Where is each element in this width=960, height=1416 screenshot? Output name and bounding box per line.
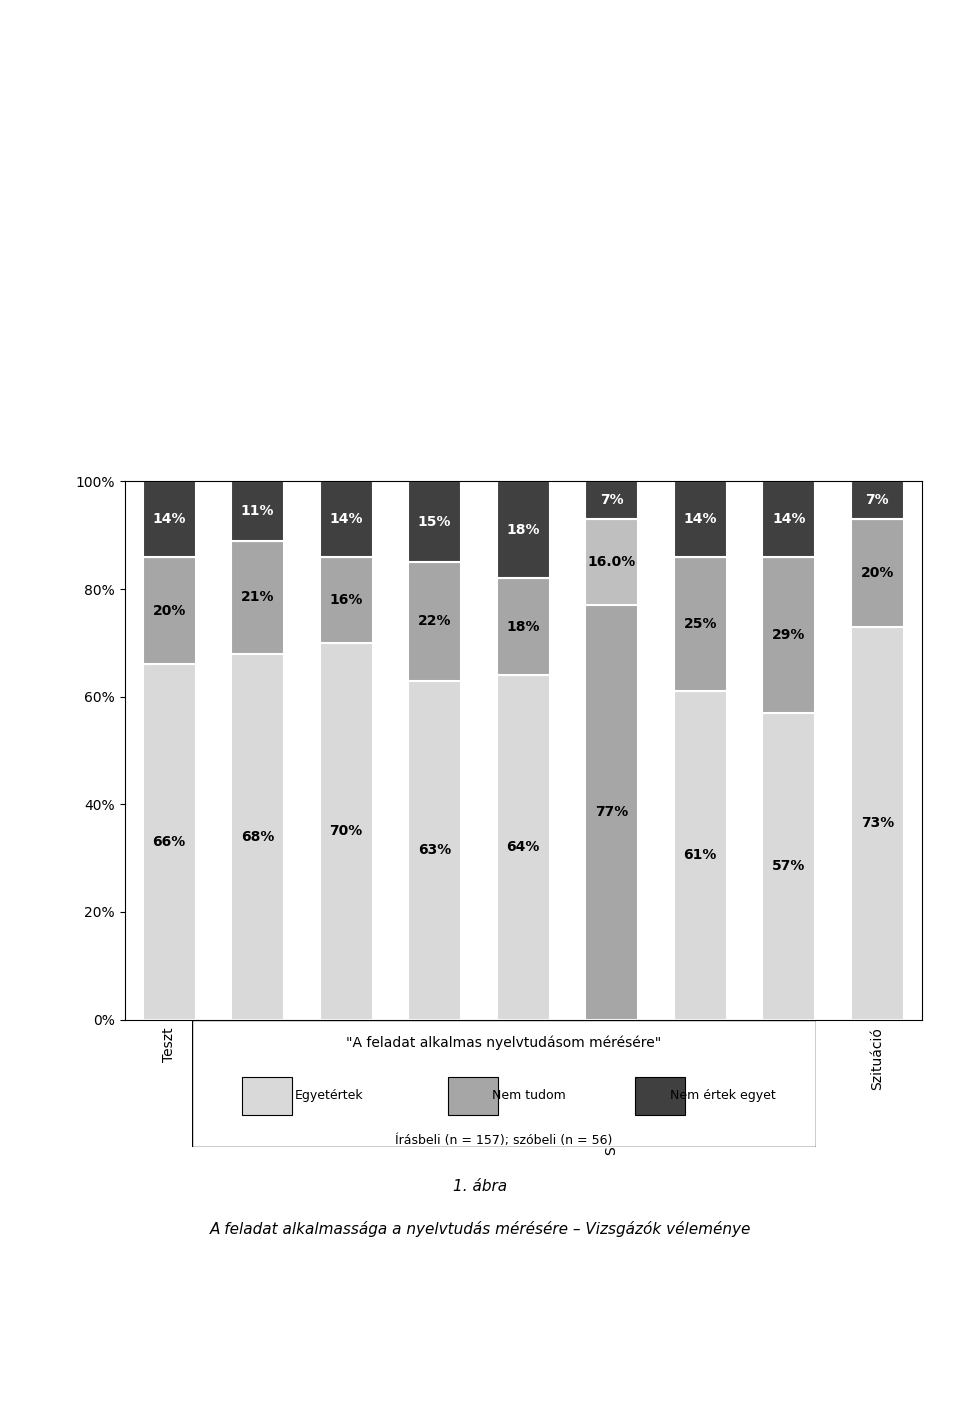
Bar (762, 712, 815, 1020)
Text: 16%: 16% (329, 593, 363, 607)
Bar (320, 556, 372, 643)
Bar (408, 481, 461, 562)
Bar (586, 605, 638, 1020)
Text: 7%: 7% (600, 493, 624, 507)
Bar (496, 578, 550, 675)
Text: "A feladat alkalmas nyelvtudásom mérésére": "A feladat alkalmas nyelvtudásom mérésér… (347, 1035, 661, 1049)
Bar (408, 562, 461, 681)
Bar (674, 481, 727, 556)
Bar (851, 520, 904, 627)
Text: 73%: 73% (861, 816, 894, 830)
Text: 14%: 14% (329, 513, 363, 527)
Text: 29%: 29% (772, 627, 805, 641)
Text: 1. ábra: 1. ábra (453, 1180, 507, 1194)
Bar (142, 481, 196, 556)
Bar (762, 556, 815, 712)
Text: A feladat alkalmassága a nyelvtudás mérésére – Vizsgázók véleménye: A feladat alkalmassága a nyelvtudás méré… (209, 1221, 751, 1238)
Bar (586, 481, 638, 520)
Text: Írásbeli (n = 157); szóbeli (n = 56): Írásbeli (n = 157); szóbeli (n = 56) (396, 1134, 612, 1147)
Text: Nem értek egyet: Nem értek egyet (669, 1089, 776, 1103)
Bar (231, 654, 284, 1020)
Text: Nem tudom: Nem tudom (492, 1089, 565, 1103)
Bar (851, 627, 904, 1020)
Text: 14%: 14% (153, 513, 186, 527)
Text: 57%: 57% (772, 860, 805, 874)
Text: 61%: 61% (684, 848, 717, 862)
Text: 15%: 15% (418, 515, 451, 528)
Bar (762, 481, 815, 556)
Bar (586, 520, 638, 605)
Bar (242, 1076, 292, 1116)
Bar (142, 664, 196, 1020)
Bar (320, 643, 372, 1020)
Text: 22%: 22% (418, 615, 451, 629)
Bar (851, 481, 904, 520)
Text: 20%: 20% (153, 603, 185, 617)
Bar (231, 541, 284, 654)
Text: Egyetértek: Egyetértek (295, 1089, 364, 1103)
Bar (231, 481, 284, 541)
Text: 68%: 68% (241, 830, 275, 844)
Bar (496, 675, 550, 1020)
Text: 11%: 11% (241, 504, 275, 518)
Bar (142, 556, 196, 664)
Bar (408, 681, 461, 1020)
Text: 64%: 64% (507, 840, 540, 854)
Bar (674, 556, 727, 691)
FancyBboxPatch shape (192, 1020, 816, 1147)
Text: 66%: 66% (153, 835, 185, 850)
Text: 20%: 20% (861, 566, 894, 581)
Text: 18%: 18% (507, 620, 540, 634)
Bar (496, 481, 550, 578)
Text: 77%: 77% (595, 806, 629, 820)
Text: 16.0%: 16.0% (588, 555, 636, 569)
Text: 70%: 70% (329, 824, 363, 838)
Bar (674, 691, 727, 1020)
Bar (447, 1076, 498, 1116)
Text: 18%: 18% (507, 523, 540, 537)
Bar (320, 481, 372, 556)
Bar (636, 1076, 685, 1116)
Text: 25%: 25% (684, 617, 717, 632)
Text: 63%: 63% (418, 843, 451, 857)
Text: 14%: 14% (684, 513, 717, 527)
Text: 21%: 21% (241, 590, 275, 605)
Text: 7%: 7% (866, 493, 889, 507)
Text: 14%: 14% (772, 513, 805, 527)
